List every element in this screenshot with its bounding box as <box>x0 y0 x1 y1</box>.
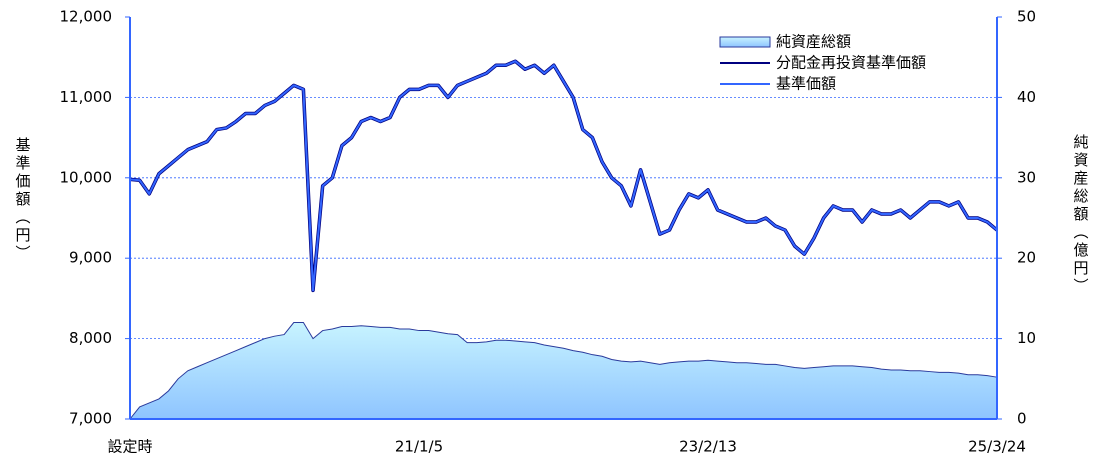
y2-tick-label: 10 <box>1017 329 1036 347</box>
y-tick-label: 8,000 <box>69 329 112 347</box>
legend-label: 純資産総額 <box>776 33 851 51</box>
y2-tick-label: 20 <box>1017 249 1036 267</box>
x-tick-label: 25/3/24 <box>968 438 1026 456</box>
y-tick-label: 9,000 <box>69 249 112 267</box>
y2-tick-label: 0 <box>1017 410 1027 428</box>
y2-tick-label: 30 <box>1017 168 1036 186</box>
x-tick-label: 設定時 <box>107 438 152 456</box>
line <box>129 59 999 293</box>
y-tick-label: 7,000 <box>69 410 112 428</box>
y-tick-label: 12,000 <box>60 8 113 26</box>
y-tick-label: 11,000 <box>60 88 113 106</box>
y-tick-label: 10,000 <box>60 168 113 186</box>
line <box>129 60 998 292</box>
y2-tick-label: 50 <box>1017 8 1036 26</box>
x-tick-label: 21/1/5 <box>395 438 443 456</box>
y2-axis-label: 純資産総額（億円） <box>1072 134 1090 296</box>
legend-label: 分配金再投資基準価額 <box>776 54 926 72</box>
x-tick-label: 23/2/13 <box>679 438 737 456</box>
legend-swatch <box>719 36 771 48</box>
y2-tick-label: 40 <box>1017 88 1036 106</box>
area <box>130 322 997 419</box>
y-axis-label: 基準価額（円） <box>14 137 32 263</box>
area-edge <box>129 322 998 420</box>
legend-label: 基準価額 <box>776 75 836 93</box>
